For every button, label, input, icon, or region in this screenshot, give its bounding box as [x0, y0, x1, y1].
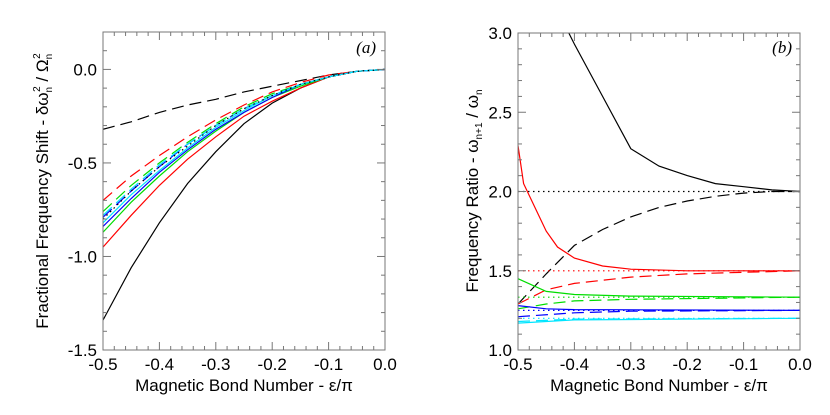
panel-b: Frequency Ratio - ωn+1 / ωn Magnetic Bon… [463, 24, 812, 395]
ylabel-part: Fractional Frequency Shift - δω [33, 92, 52, 328]
ylabel-part: Frequency Ratio - ω [463, 139, 482, 292]
x-tick-label: -0.4 [560, 355, 589, 374]
series-line-dashed [103, 68, 385, 201]
series-line-dashed [518, 317, 800, 323]
series-line-solid [568, 33, 800, 193]
x-tick-label: 0.0 [373, 355, 397, 374]
series-line-dashed [103, 68, 385, 213]
plot-frame [102, 31, 386, 351]
series-line-solid [518, 278, 800, 298]
y-tick-label: 2.0 [488, 183, 512, 202]
y-tick-label: 1.5 [488, 262, 512, 281]
x-tick-label: -0.3 [616, 355, 645, 374]
x-tick-label: -0.3 [201, 355, 230, 374]
x-tick-label: -0.5 [88, 355, 117, 374]
y-tick-label: -0.5 [68, 154, 97, 173]
panel-b-label: (b) [772, 38, 792, 57]
ylabel-sub: n+1 [474, 122, 485, 139]
series-line-dashed [103, 68, 385, 130]
panel-a-label: (a) [356, 38, 376, 57]
y-tick-label: -1.0 [68, 247, 97, 266]
series-line-solid [103, 68, 385, 233]
ylabel-sub: n [44, 54, 55, 60]
panel-b-ylabel: Frequency Ratio - ωn+1 / ωn [463, 89, 485, 292]
series-group [103, 68, 385, 321]
x-tick-label: -0.1 [314, 355, 343, 374]
series-line-dashed [518, 309, 800, 318]
y-tick-label: 3.0 [488, 24, 512, 43]
series-line-solid [518, 305, 800, 311]
panel-a: Fractional Frequency Shift - δωn2 / Ωn2 … [32, 31, 397, 395]
ylabel-part: / Ω [33, 59, 52, 86]
ylabel-sub: n [474, 89, 485, 95]
ylabel-sup: 2 [32, 86, 43, 92]
ylabel-sub: n [44, 87, 55, 93]
panel-b-xlabel: Magnetic Bond Number - ε/π [550, 376, 768, 395]
x-tick-label: -0.4 [145, 355, 174, 374]
series-line-solid [518, 145, 800, 272]
panel-a-xlabel: Magnetic Bond Number - ε/π [135, 376, 353, 395]
y-tick-label: -1.5 [68, 341, 97, 360]
x-tick-label: 0.0 [788, 355, 812, 374]
ylabel-part: / ω [463, 95, 482, 122]
ylabel-sup: 2 [32, 53, 43, 59]
y-tick-label: 1.0 [488, 341, 512, 360]
x-tick-label: -0.2 [673, 355, 702, 374]
y-tick-label: 2.5 [488, 103, 512, 122]
series-line-solid [103, 68, 385, 248]
panel-a-ylabel: Fractional Frequency Shift - δωn2 / Ωn2 [32, 53, 55, 329]
series-line-solid [103, 68, 385, 321]
series-line-dashed [518, 296, 800, 310]
series-line-solid [103, 68, 385, 227]
series-line-dashed [103, 68, 385, 216]
x-tick-label: -0.1 [729, 355, 758, 374]
series-group [518, 33, 800, 324]
x-tick-label: -0.5 [503, 355, 532, 374]
y-tick-label: 0.0 [73, 60, 97, 79]
series-line-dashed [518, 270, 800, 305]
x-tick-label: -0.2 [258, 355, 287, 374]
